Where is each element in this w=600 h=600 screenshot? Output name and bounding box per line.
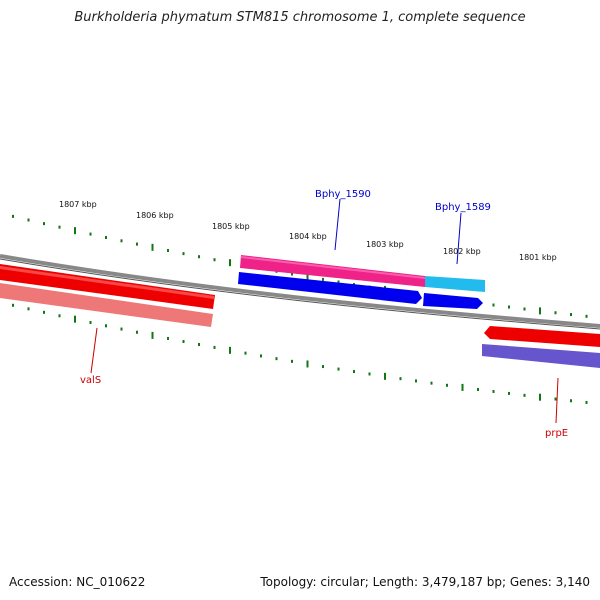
minor-tick (322, 365, 324, 369)
major-tick (461, 383, 464, 391)
scale-label: 1801 kbp (519, 253, 557, 262)
minor-tick (523, 307, 526, 311)
scale-label: 1804 kbp (289, 232, 327, 241)
gene-bphy-1590-arrow[interactable] (238, 272, 422, 304)
minor-tick (322, 277, 324, 281)
label-leader-prpe (555, 377, 559, 424)
minor-tick (446, 383, 448, 387)
minor-tick (492, 303, 495, 307)
reverse-feature-band-left[interactable] (0, 283, 213, 327)
major-tick (229, 259, 231, 267)
chromosome-backbone-shadow (0, 258, 600, 330)
minor-tick (508, 391, 510, 395)
minor-tick (275, 357, 278, 361)
minor-tick (136, 330, 138, 334)
gene-prpe-arrow[interactable] (484, 326, 600, 347)
minor-tick (89, 321, 92, 325)
scale-label: 1807 kbp (59, 200, 97, 209)
minor-tick (120, 239, 123, 243)
gene-bphy-1589-arrow[interactable] (423, 293, 483, 309)
minor-tick (58, 225, 61, 229)
minor-tick (260, 354, 262, 358)
minor-tick (244, 351, 247, 355)
label-leader-bphy-1589 (456, 212, 462, 265)
minor-tick (182, 340, 185, 344)
minor-tick (585, 400, 588, 404)
minor-tick (213, 258, 216, 262)
minor-tick (58, 314, 61, 318)
major-tick (539, 307, 541, 315)
minor-tick (27, 307, 30, 311)
accession-text: Accession: NC_010622 (9, 575, 146, 589)
major-tick (151, 243, 154, 251)
minor-tick (105, 235, 107, 239)
minor-tick (399, 377, 402, 381)
minor-tick (182, 252, 185, 256)
scale-label: 1806 kbp (136, 211, 174, 220)
minor-tick (120, 327, 123, 331)
minor-tick (415, 379, 417, 383)
gene-label-prpe[interactable]: prpE (545, 428, 568, 439)
map-title: Burkholderia phymatum STM815 chromosome … (74, 10, 526, 25)
minor-tick (27, 218, 30, 222)
minor-tick (430, 381, 433, 385)
major-tick (384, 372, 386, 380)
minor-tick (554, 311, 557, 315)
minor-tick (291, 359, 293, 363)
chromosome-backbone (0, 254, 600, 328)
minor-tick (291, 272, 293, 276)
minor-tick (136, 242, 138, 246)
major-tick (229, 346, 231, 354)
minor-tick (43, 310, 45, 314)
major-tick (306, 360, 309, 368)
minor-tick (12, 214, 14, 218)
gene-label-vals[interactable]: valS (80, 375, 101, 386)
minor-tick (570, 399, 572, 403)
minor-tick (585, 314, 588, 318)
minor-tick (213, 345, 216, 349)
major-tick (539, 393, 541, 401)
minor-tick (167, 249, 169, 253)
gene-label-bphy-1590[interactable]: Bphy_1590 (315, 189, 371, 200)
minor-tick (353, 370, 355, 374)
scale-labels: 1807 kbp 1806 kbp 1805 kbp 1804 kbp 1803… (59, 200, 557, 262)
scale-label: 1803 kbp (366, 240, 404, 249)
minor-tick (167, 336, 169, 340)
minor-tick (198, 343, 200, 347)
minor-tick (337, 280, 340, 284)
gene-vals-arrow-highlight (0, 266, 214, 299)
minor-tick (368, 372, 371, 376)
minor-tick (477, 387, 479, 391)
minor-tick (89, 232, 92, 236)
minor-tick (492, 389, 495, 393)
gene-label-bphy-1589[interactable]: Bphy_1589 (435, 202, 491, 213)
minor-tick (43, 222, 45, 226)
major-tick (151, 331, 154, 339)
minor-tick (554, 397, 557, 401)
inner-tick-ring (12, 303, 588, 404)
topology-text: Topology: circular; Length: 3,479,187 bp… (260, 575, 590, 589)
forward-feature-band-pink-highlight (241, 256, 425, 279)
reverse-feature-band-right[interactable] (482, 344, 600, 368)
minor-tick (570, 313, 572, 317)
scale-label: 1805 kbp (212, 222, 250, 231)
major-tick (306, 273, 309, 281)
major-tick (74, 315, 76, 323)
minor-tick (337, 367, 340, 371)
minor-tick (198, 255, 200, 259)
minor-tick (508, 305, 510, 309)
minor-tick (12, 303, 14, 307)
minor-tick (523, 393, 526, 397)
label-leader-vals (90, 327, 98, 374)
label-leader-bphy-1590 (334, 198, 341, 251)
scale-label: 1802 kbp (443, 247, 481, 256)
minor-tick (105, 324, 107, 328)
major-tick (74, 227, 76, 235)
forward-feature-band-cyan[interactable] (425, 276, 485, 292)
